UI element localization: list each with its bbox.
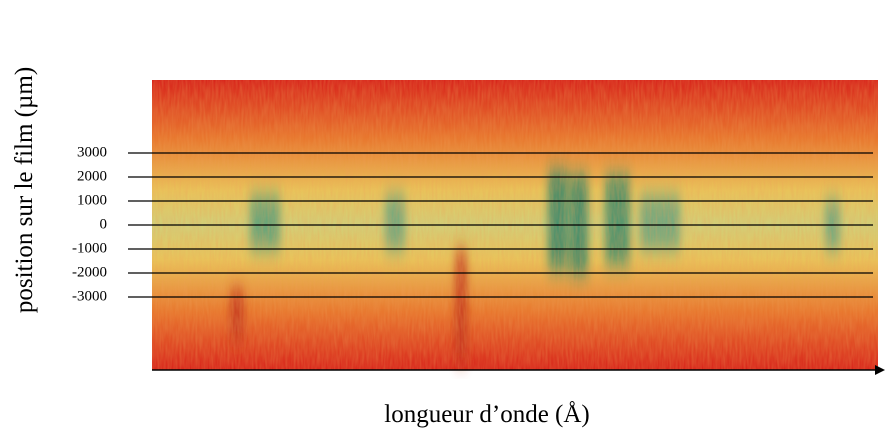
y-axis-label: position sur le film (µm) — [11, 67, 38, 313]
y-tick-label: -3000 — [72, 288, 107, 304]
y-tick-label: -1000 — [72, 240, 107, 256]
y-tick-label: 0 — [100, 216, 108, 232]
y-tick-label: 2000 — [77, 168, 107, 184]
y-tick-label: 3000 — [77, 144, 107, 160]
x-axis-arrow — [875, 365, 885, 375]
y-tick-label: -2000 — [72, 264, 107, 280]
x-axis-label: longueur d’onde (Å) — [384, 401, 590, 428]
y-tick-label: 1000 — [77, 192, 107, 208]
